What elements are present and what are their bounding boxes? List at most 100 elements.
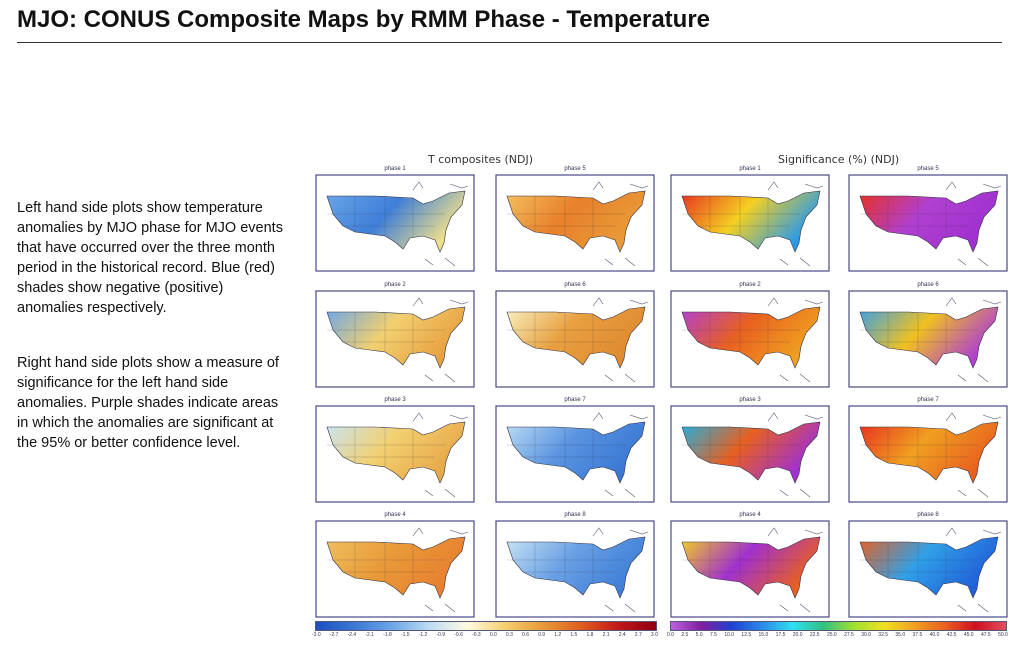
panel-title: phase 4	[384, 512, 406, 518]
temperature-colorbar	[315, 621, 657, 631]
paragraph-right-plots: Right hand side plots show a measure of …	[17, 355, 279, 451]
colorbar-tick-label: 27.5	[844, 632, 854, 638]
colorbar-tick-label: 1.2	[554, 632, 562, 638]
colorbar-tick-label: 22.5	[809, 632, 820, 638]
us-map	[495, 290, 655, 388]
panel-title: phase 6	[564, 282, 586, 288]
us-map	[670, 174, 830, 272]
us-map	[848, 174, 1008, 272]
us-map	[670, 405, 830, 503]
panel-title: phase 7	[917, 397, 939, 403]
colorbar-tick-label: 30.0	[861, 632, 871, 638]
colorbar-tick-label: 35.0	[895, 632, 906, 638]
us-map	[495, 174, 655, 272]
left-map-panel: phase 6	[495, 282, 655, 388]
significance-colorbar	[670, 621, 1007, 631]
colorbar-tick-label: 0.6	[522, 632, 529, 638]
colorbar-tick-label: -2.4	[347, 632, 357, 638]
panel-title: phase 1	[739, 166, 761, 172]
us-map	[315, 520, 475, 618]
us-map	[670, 520, 830, 618]
colorbar-tick-label: 37.5	[912, 632, 923, 638]
right-map-panel: phase 3	[670, 397, 830, 503]
colorbar-tick-label: 3.0	[650, 632, 658, 638]
left-map-panel: phase 2	[315, 282, 475, 388]
colorbar-tick-label: -3.0	[312, 632, 321, 638]
us-map	[848, 520, 1008, 618]
panel-title: phase 7	[564, 397, 586, 403]
colorbar-tick-label: 50.0	[998, 632, 1008, 638]
panel-title: phase 8	[917, 512, 939, 518]
colorbar-tick-label: 5.0	[695, 632, 703, 638]
left-map-panel: phase 1	[315, 166, 475, 272]
colorbar-tick-label: -1.2	[418, 632, 428, 638]
paragraph-left-plots: Left hand side plots show temperature an…	[17, 200, 283, 316]
panel-title: phase 2	[739, 282, 761, 288]
right-map-panel: phase 6	[848, 282, 1008, 388]
panel-title: phase 3	[384, 397, 406, 403]
right-map-panel: phase 1	[670, 166, 830, 272]
colorbar-tick-label: 45.0	[963, 632, 974, 638]
panel-title: phase 1	[384, 166, 406, 172]
us-map	[495, 520, 655, 618]
us-map	[315, 290, 475, 388]
us-map	[315, 405, 475, 503]
colorbar-tick-label: 32.5	[878, 632, 889, 638]
right-map-panel: phase 5	[848, 166, 1008, 272]
left-map-panel: phase 5	[495, 166, 655, 272]
colorbar-tick-label: 0.3	[505, 632, 513, 638]
right-map-panel: phase 7	[848, 397, 1008, 503]
left-map-panel: phase 3	[315, 397, 475, 503]
left-map-panel: phase 4	[315, 512, 475, 618]
colorbar-tick-label: 2.7	[634, 632, 642, 638]
panel-title: phase 6	[917, 282, 939, 288]
panel-title: phase 5	[917, 166, 939, 172]
panel-title: phase 3	[739, 397, 761, 403]
colorbar-tick-label: 25.0	[826, 632, 837, 638]
us-map	[315, 174, 475, 272]
colorbar-tick-label: 17.5	[775, 632, 786, 638]
colorbar-tick-label: -0.6	[454, 632, 463, 638]
panel-title: phase 8	[564, 512, 586, 518]
colorbar-tick-label: 47.5	[980, 632, 991, 638]
right-map-panel: phase 4	[670, 512, 830, 618]
colorbar-tick-label: 1.8	[586, 632, 594, 638]
left-map-panel: phase 8	[495, 512, 655, 618]
colorbar-tick-label: -1.5	[400, 632, 410, 638]
colorbar-tick-label: 7.5	[709, 632, 717, 638]
us-map	[848, 290, 1008, 388]
right-map-panel: phase 8	[848, 512, 1008, 618]
colorbar-tick-label: 0.0	[489, 632, 497, 638]
colorbar-tick-label: 0.9	[538, 632, 546, 638]
left-header: T composites (NDJ)	[428, 153, 534, 166]
colorbar-tick-label: -2.7	[329, 632, 339, 638]
colorbar-tick-label: 2.1	[602, 632, 610, 638]
colorbar-tick-label: 42.5	[946, 632, 957, 638]
significance-colorbar-ticks: 0.0 2.5 5.0 7.5 10.0 12.5 15.0 17.5 20.0 22.5 25.0…	[667, 632, 1008, 638]
colorbar-tick-label: 10.0	[724, 632, 735, 638]
us-map	[670, 290, 830, 388]
colorbar-tick-label: 12.5	[741, 632, 752, 638]
us-map	[495, 405, 655, 503]
colorbar-tick-label: 1.5	[570, 632, 578, 638]
colorbar-tick-label: -0.3	[472, 632, 481, 638]
colorbar-tick-label: 20.0	[792, 632, 803, 638]
right-map-panel: phase 2	[670, 282, 830, 388]
title-divider	[17, 42, 1002, 43]
panel-title: phase 5	[564, 166, 586, 172]
colorbar-tick-label: -0.9	[436, 632, 446, 638]
left-map-panel: phase 7	[495, 397, 655, 503]
right-header: Significance (%) (NDJ)	[778, 153, 900, 166]
panel-title: phase 2	[384, 282, 406, 288]
temperature-colorbar-ticks: -3.0 -2.7 -2.4 -2.1 -1.8 -1.5 -1.2 -0.9 -0.6 -0.3…	[312, 632, 658, 638]
colorbar-tick-label: 15.0	[758, 632, 769, 638]
colorbar-tick-label: -2.1	[365, 632, 374, 638]
colorbar-tick-label: 2.4	[618, 632, 626, 638]
colorbar-tick-label: 40.0	[929, 632, 940, 638]
colorbar-tick-label: 2.5	[681, 632, 689, 638]
panel-title: phase 4	[739, 512, 761, 518]
colorbar-tick-label: -1.8	[383, 632, 392, 638]
us-map	[848, 405, 1008, 503]
colorbar-tick-label: 0.0	[667, 632, 674, 638]
slide-title: MJO: CONUS Composite Maps by RMM Phase -…	[17, 6, 710, 33]
